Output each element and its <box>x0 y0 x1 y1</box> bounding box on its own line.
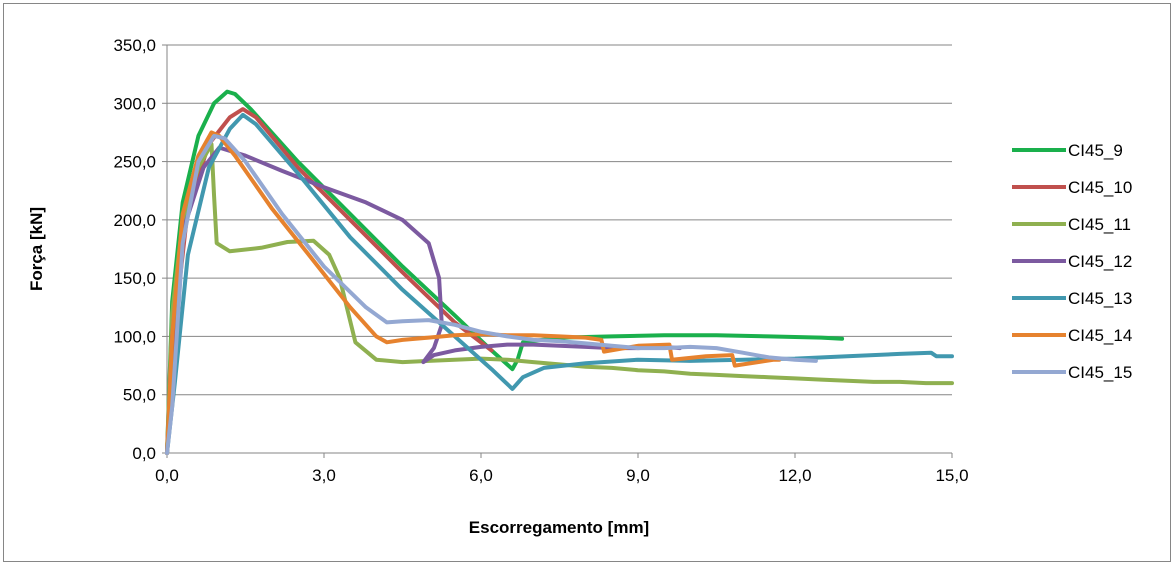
legend-label: CI45_10 <box>1068 178 1132 197</box>
legend-label: CI45_12 <box>1068 252 1132 271</box>
series-line-ci45-12 <box>167 148 680 453</box>
x-tick-label: 15,0 <box>935 466 968 485</box>
x-axis-title: Escorregamento [mm] <box>469 518 649 537</box>
y-tick-label: 200,0 <box>113 211 156 230</box>
legend-label: CI45_11 <box>1068 215 1131 234</box>
legend-label: CI45_14 <box>1068 326 1132 345</box>
x-tick-label: 9,0 <box>626 466 650 485</box>
series-line-ci45-13 <box>167 115 952 453</box>
y-tick-labels: 0,0 50,0 100,0 150,0 200,0 250,0 300,0 350,0 <box>113 36 167 463</box>
series-line-ci45-9 <box>167 92 842 453</box>
series-line-ci45-11 <box>167 144 952 453</box>
x-tick-label: 3,0 <box>312 466 336 485</box>
series-lines <box>167 92 952 453</box>
series-line-ci45-15 <box>167 136 816 453</box>
legend-label: CI45_13 <box>1068 289 1132 308</box>
y-tick-label: 0,0 <box>132 444 156 463</box>
x-tick-labels: 0,0 3,0 6,0 9,0 12,0 15,0 <box>155 453 968 485</box>
y-tick-label: 350,0 <box>113 36 156 55</box>
legend-label: CI45_15 <box>1068 363 1132 382</box>
x-tick-label: 12,0 <box>778 466 811 485</box>
x-tick-label: 0,0 <box>155 466 179 485</box>
x-tick-label: 6,0 <box>469 466 493 485</box>
y-tick-label: 150,0 <box>113 269 156 288</box>
y-tick-label: 100,0 <box>113 327 156 346</box>
y-tick-label: 50,0 <box>123 386 156 405</box>
y-axis-title: Força [kN] <box>27 207 46 291</box>
y-tick-label: 300,0 <box>113 94 156 113</box>
legend-label: CI45_9 <box>1068 141 1123 160</box>
legend: CI45_9 CI45_10 CI45_11 CI45_12 CI45_13 CI45_1… <box>1012 141 1132 382</box>
y-tick-label: 250,0 <box>113 153 156 172</box>
